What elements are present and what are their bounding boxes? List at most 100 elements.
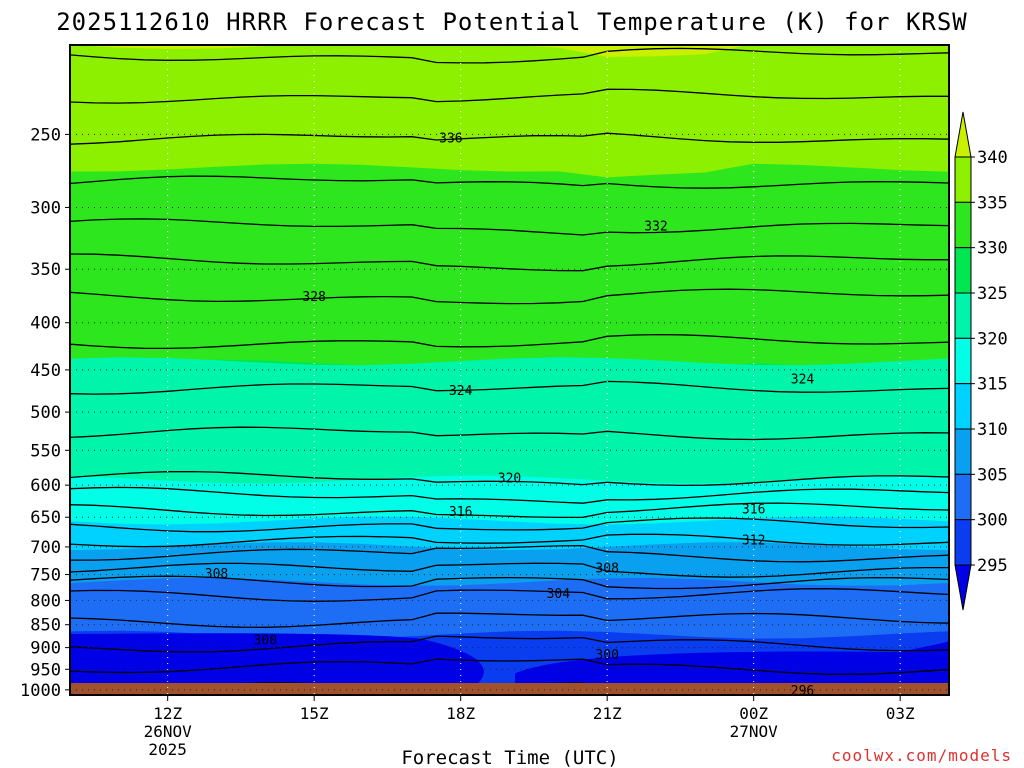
colorbar-swatch-8: [954, 519, 972, 566]
colorbar-label-310: 310: [977, 420, 1008, 440]
colorbar-swatch-1: [954, 201, 972, 249]
contour-label-324: 324: [791, 373, 815, 388]
ytick-label-300: 300: [30, 198, 61, 218]
isentrope-328: [70, 288, 949, 305]
colorbar-swatch-6: [954, 428, 972, 475]
contour-label-text: 336: [439, 132, 462, 147]
ytick-label-700: 700: [30, 538, 61, 558]
isentrope-310: [70, 544, 949, 563]
colorbar-label-340: 340: [977, 148, 1008, 168]
contour-labels: 336 332 328 324 324 320 316 316 312 308 308 304 300 3…: [205, 132, 815, 700]
colorbar: 340 335 330 325 320 315 310 305 300 295: [954, 111, 1008, 611]
ytick-label-800: 800: [30, 591, 61, 611]
contour-label-text: 328: [302, 290, 325, 305]
isentrope-318: [70, 486, 949, 504]
isentrope-326: [70, 333, 949, 350]
ytick-label-350: 350: [30, 260, 61, 280]
colorbar-swatch-7: [954, 473, 972, 521]
contour-label-text: 308: [205, 567, 228, 582]
contour-label-324: 324: [449, 384, 473, 399]
xtick-label-21Z: 21Z: [593, 704, 622, 723]
isentrope-314: [70, 517, 949, 533]
credit-link[interactable]: coolwx.com/models: [831, 746, 1012, 765]
contour-label-text: 304: [547, 587, 571, 602]
contour-label-300: 300: [595, 648, 618, 663]
isentrope-340: [70, 47, 949, 64]
contour-label-text: 324: [791, 373, 815, 388]
ytick-label-900: 900: [30, 639, 61, 659]
contour-label-296: 296: [791, 684, 814, 699]
isentrope-336: [70, 132, 949, 145]
contour-label-text: 300: [595, 648, 618, 663]
ytick-label-950: 950: [30, 660, 61, 680]
contour-label-308: 308: [595, 562, 618, 577]
ytick-label-450: 450: [30, 361, 61, 381]
colorbar-label-305: 305: [977, 465, 1008, 485]
ytick-label-750: 750: [30, 566, 61, 586]
contour-label-328: 328: [302, 290, 325, 305]
ytick-label-550: 550: [30, 441, 61, 461]
isentrope-332: [70, 218, 949, 236]
xtick-label-12Z: 12Z: [153, 704, 182, 723]
contour-label-text: 320: [498, 472, 521, 487]
x-axis-label: Forecast Time (UTC): [401, 747, 618, 768]
contour-label-text: 296: [791, 684, 814, 699]
isentrope-320: [70, 470, 949, 487]
colorbar-swatch-4: [954, 337, 972, 385]
colorbar-arrow-top: [954, 111, 972, 158]
isentrope-304: [70, 588, 949, 602]
ground-strip: [70, 683, 949, 695]
contour-label-304: 304: [547, 587, 571, 602]
contour-label-320: 320: [498, 472, 521, 487]
isentrope-330: [70, 253, 949, 272]
isentrope-306: [70, 575, 949, 590]
colorbar-swatch-5: [954, 383, 972, 430]
isentrope-312: [70, 533, 949, 548]
xtick-year-12Z: 2025: [148, 740, 187, 759]
colorbar-label-330: 330: [977, 239, 1008, 259]
ytick-label-400: 400: [30, 314, 61, 334]
xtick-label-15Z: 15Z: [300, 704, 329, 723]
contour-label-text: 300: [254, 634, 277, 649]
isentrope-338: [70, 88, 949, 104]
contour-label-text: 324: [449, 384, 473, 399]
colorbar-label-300: 300: [977, 511, 1008, 531]
xtick-label-00Z: 00Z: [739, 704, 768, 723]
xtick-date-00Z: 27NOV: [730, 722, 779, 741]
isentrope-302: [70, 612, 949, 628]
isentrope-334: [70, 175, 949, 189]
xtick-label-03Z: 03Z: [886, 704, 915, 723]
xtick-date-12Z: 26NOV: [144, 722, 193, 741]
colorbar-label-315: 315: [977, 375, 1008, 395]
xtick-label-18Z: 18Z: [446, 704, 475, 723]
isentrope-322: [70, 426, 949, 441]
contour-label-text: 308: [595, 562, 618, 577]
colorbar-swatch-0: [954, 156, 972, 203]
ytick-label-1000: 1000: [20, 681, 61, 701]
contour-label-312: 312: [742, 533, 765, 548]
colorbar-arrow-bottom: [954, 564, 972, 611]
contour-label-text: 332: [644, 220, 667, 235]
colorbar-label-335: 335: [977, 193, 1008, 213]
contour-label-308: 308: [205, 567, 228, 582]
colorbar-label-325: 325: [977, 284, 1008, 304]
contour-label-300: 300: [254, 634, 277, 649]
contour-label-332: 332: [644, 220, 667, 235]
ytick-label-500: 500: [30, 403, 61, 423]
contour-label-316: 316: [449, 505, 472, 520]
isentrope-298: [70, 658, 949, 675]
colorbar-label-320: 320: [977, 329, 1008, 349]
y-axis: 250 300 350 400 450 500 550 600 650 700 750 800 850 9…: [20, 125, 70, 701]
contour-label-336: 336: [439, 132, 462, 147]
ytick-label-250: 250: [30, 125, 61, 145]
colorbar-swatch-3: [954, 292, 972, 339]
ytick-label-650: 650: [30, 508, 61, 528]
isentrope-300: [70, 635, 949, 653]
contour-label-text: 316: [742, 503, 765, 518]
colorbar-swatch-2: [954, 247, 972, 294]
isentrope-324: [70, 380, 949, 395]
contour-label-316: 316: [742, 503, 765, 518]
chart-title: 2025112610 HRRR Forecast Potential Tempe…: [56, 8, 968, 36]
